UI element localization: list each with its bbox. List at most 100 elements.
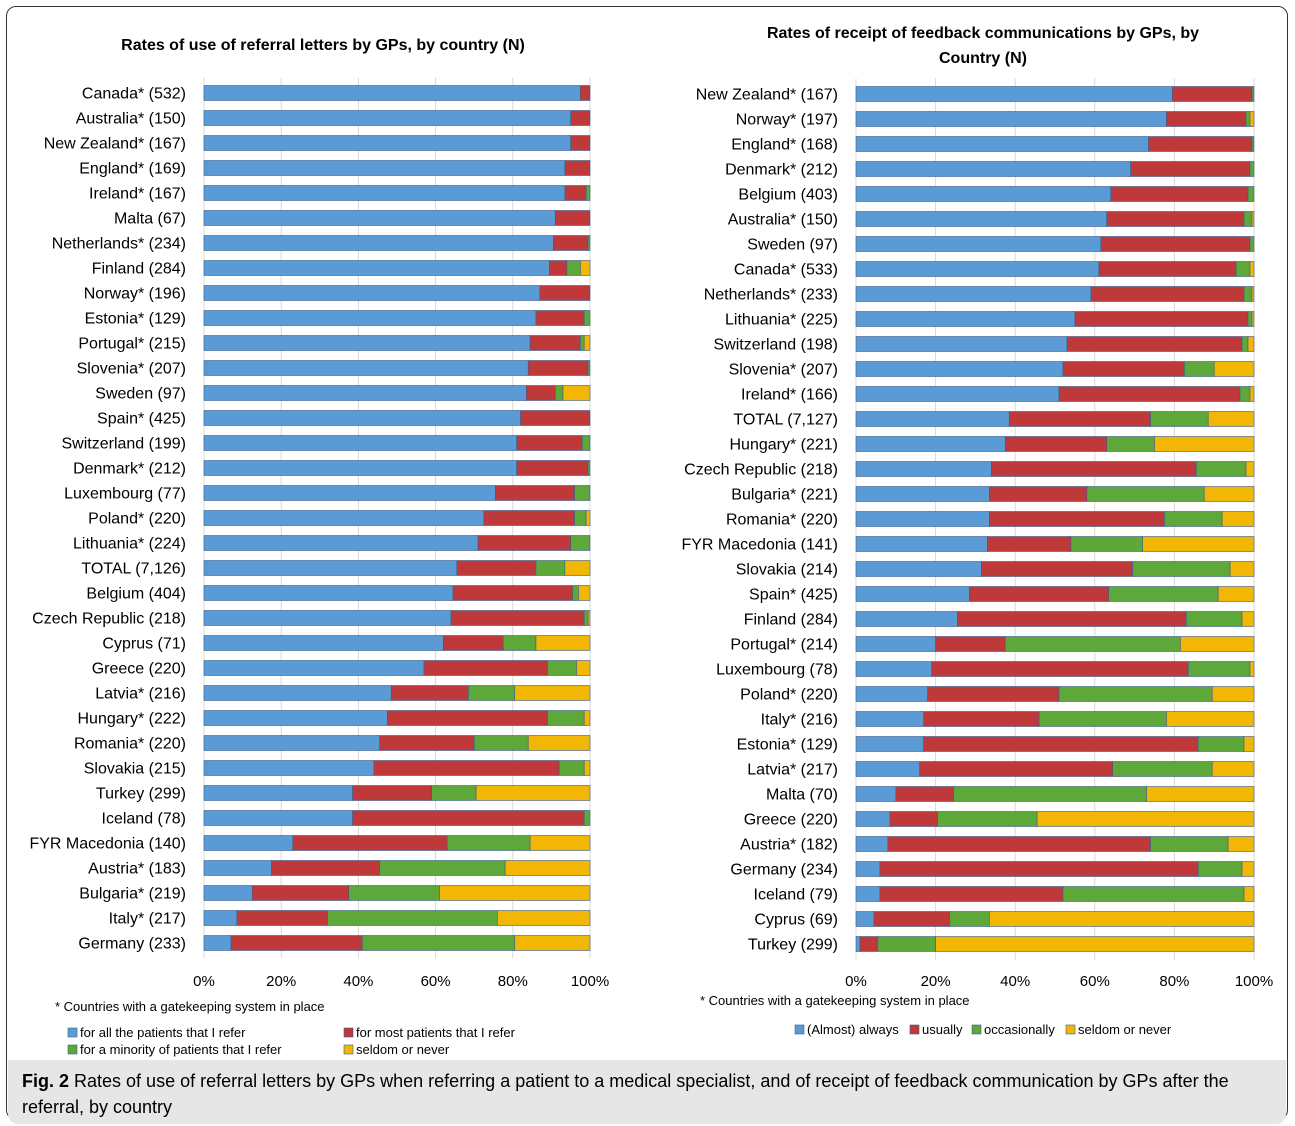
right-bar-segment bbox=[1217, 586, 1255, 602]
left-bar-segment bbox=[456, 560, 537, 576]
left-bar-segment bbox=[583, 810, 591, 826]
left-bar-segment bbox=[468, 685, 516, 701]
left-bar-segment bbox=[583, 335, 591, 351]
right-bar-segment bbox=[855, 861, 881, 877]
right-bar-segment bbox=[859, 936, 879, 952]
right-bar-segment bbox=[1062, 361, 1185, 377]
right-bar-segment bbox=[855, 811, 891, 827]
right-bar-segment bbox=[855, 686, 928, 702]
right-bar-segment bbox=[931, 661, 1189, 677]
right-bar-segment bbox=[1241, 611, 1255, 627]
right-bar-segment bbox=[991, 461, 1197, 477]
right-category-label: Australia* (150) bbox=[728, 212, 838, 229]
right-bar-segment bbox=[1180, 636, 1255, 652]
left-category-label: Portugal* (215) bbox=[78, 336, 186, 353]
right-category-label: Estonia* (129) bbox=[737, 737, 838, 754]
left-bar-segment bbox=[292, 835, 448, 851]
left-bar-segment bbox=[203, 835, 294, 851]
right-bar-segment bbox=[1004, 636, 1181, 652]
figure-caption: Fig. 2 Rates of use of referral letters … bbox=[8, 1060, 1286, 1124]
left-bar-segment bbox=[348, 885, 440, 901]
right-bar-segment bbox=[1251, 136, 1255, 152]
right-legend-swatch bbox=[794, 1024, 805, 1035]
left-bar-segment bbox=[203, 210, 556, 226]
right-bar-segment bbox=[855, 386, 1060, 402]
left-bar-segment bbox=[390, 685, 469, 701]
right-bar-segment bbox=[935, 936, 1255, 952]
left-category-label: Canada* (532) bbox=[82, 86, 186, 103]
left-bar-segment bbox=[554, 210, 591, 226]
left-category-label: Ireland* (167) bbox=[89, 186, 186, 203]
left-bar-segment bbox=[203, 410, 521, 426]
left-category-label: New Zealand* (167) bbox=[44, 136, 186, 153]
left-category-label: Luxembourg (77) bbox=[64, 486, 186, 503]
left-bar-segment bbox=[495, 485, 575, 501]
right-category-label: Germany (234) bbox=[730, 862, 838, 879]
left-bar-segment bbox=[497, 910, 591, 926]
right-bar-segment bbox=[879, 886, 1064, 902]
left-bar-segment bbox=[585, 185, 591, 201]
right-bar-segment bbox=[1245, 461, 1255, 477]
left-category-label: England* (169) bbox=[79, 161, 186, 178]
right-bar-segment bbox=[855, 936, 861, 952]
left-bar-segment bbox=[387, 710, 548, 726]
right-category-label: Denmark* (212) bbox=[725, 162, 838, 179]
right-bar-segment bbox=[1066, 336, 1243, 352]
right-bar-segment bbox=[1004, 436, 1108, 452]
right-bar-segment bbox=[1150, 836, 1229, 852]
right-bar-segment bbox=[1195, 461, 1247, 477]
left-bar-segment bbox=[203, 485, 496, 501]
left-bar-segment bbox=[203, 935, 232, 951]
right-bar-segment bbox=[1188, 661, 1251, 677]
right-bar-segment bbox=[855, 186, 1112, 202]
right-bar-segment bbox=[1249, 236, 1255, 252]
right-bar-segment bbox=[1100, 236, 1251, 252]
left-category-label: Estonia* (129) bbox=[85, 311, 186, 328]
right-bar-segment bbox=[1247, 311, 1253, 327]
left-category-label: Malta (67) bbox=[114, 211, 186, 228]
right-bar-segment bbox=[1166, 711, 1255, 727]
right-bar-segment bbox=[937, 811, 1038, 827]
left-bar-segment bbox=[203, 460, 517, 476]
right-category-labels: New Zealand* (167) Norway* (197) England* … bbox=[681, 87, 838, 954]
right-bar-segment bbox=[1249, 386, 1255, 402]
right-bar-segment bbox=[855, 586, 970, 602]
right-chart-title-line-1: Rates of receipt of feedback communicati… bbox=[767, 25, 1199, 42]
left-bar-segment bbox=[502, 635, 537, 651]
right-bar-segment bbox=[877, 936, 936, 952]
figure-caption-label: Fig. 2 bbox=[22, 1071, 70, 1091]
figure-charts: Rates of use of referral letters by GPs,… bbox=[29, 25, 1273, 1057]
right-bar-segment bbox=[855, 761, 920, 777]
right-bar-segment bbox=[969, 586, 1110, 602]
left-bar-segment bbox=[203, 235, 554, 251]
left-category-label: Lithuania* (224) bbox=[73, 536, 186, 553]
right-legend-swatch bbox=[1065, 1024, 1076, 1035]
left-bar-segment bbox=[585, 510, 591, 526]
right-category-label: Finland (284) bbox=[744, 612, 838, 629]
right-category-label: Ireland* (166) bbox=[741, 387, 838, 404]
right-legend-label: usually bbox=[922, 1022, 963, 1037]
right-category-label: Poland* (220) bbox=[740, 687, 838, 704]
right-bar-segment bbox=[1247, 186, 1255, 202]
left-x-tick-label: 20% bbox=[266, 973, 296, 990]
right-bar-segment bbox=[1106, 436, 1155, 452]
left-category-label: Czech Republic (218) bbox=[32, 611, 186, 628]
right-chart-title-line-2: Country (N) bbox=[939, 50, 1027, 67]
right-bar-segment bbox=[1245, 111, 1251, 127]
figure-caption-text: Rates of use of referral letters by GPs … bbox=[22, 1071, 1229, 1117]
left-bar-segment bbox=[570, 135, 591, 151]
left-category-label: Finland (284) bbox=[92, 261, 186, 278]
right-bar-segment bbox=[887, 836, 1151, 852]
left-category-label: Australia* (150) bbox=[76, 111, 186, 128]
left-bar-segment bbox=[203, 735, 380, 751]
right-bar-segment bbox=[1221, 511, 1255, 527]
right-bar-segment bbox=[1150, 411, 1209, 427]
left-bar-segment bbox=[587, 610, 591, 626]
left-bar-segment bbox=[327, 910, 498, 926]
right-legend-label: occasionally bbox=[984, 1022, 1055, 1037]
right-category-label: Canada* (533) bbox=[734, 262, 838, 279]
left-x-tick-label: 80% bbox=[498, 973, 528, 990]
right-bar-segment bbox=[1249, 661, 1255, 677]
left-bar-segment bbox=[379, 735, 475, 751]
right-category-label: Portugal* (214) bbox=[730, 637, 838, 654]
